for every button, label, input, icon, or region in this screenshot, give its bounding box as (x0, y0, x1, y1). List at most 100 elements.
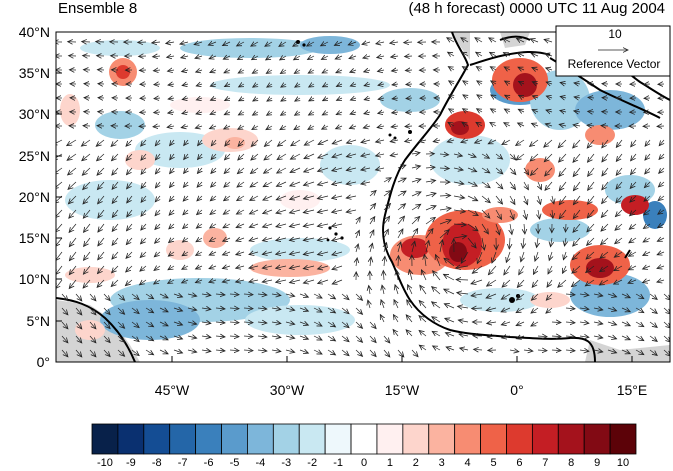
wind-vector (558, 139, 567, 148)
wind-vector (98, 265, 105, 274)
wind-vector (419, 140, 427, 142)
wind-vector (61, 349, 68, 357)
wind-vector (573, 153, 581, 162)
wind-vector (168, 84, 175, 85)
wind-vector (332, 238, 343, 241)
wind-vector (131, 307, 139, 314)
wind-vector (369, 349, 376, 357)
wind-vector (112, 153, 119, 161)
wind-vector (56, 167, 63, 174)
wind-vector (444, 289, 455, 295)
wind-vector (364, 70, 371, 72)
wind-vector (155, 167, 160, 174)
colorbar-label: -3 (281, 457, 292, 469)
wind-vector (573, 195, 581, 205)
y-tick-label: 20°N (18, 189, 50, 205)
wind-vector (383, 229, 388, 239)
wind-vector (505, 81, 511, 84)
wind-vector (290, 280, 301, 283)
wind-vector (397, 349, 404, 357)
wind-vector (295, 112, 301, 115)
wind-vector (574, 111, 581, 112)
wind-vector (588, 83, 595, 84)
wind-vector (112, 237, 119, 245)
wind-vector (516, 153, 525, 160)
wind-vector (519, 265, 525, 275)
wind-vector (153, 126, 161, 127)
wind-vector (89, 335, 96, 343)
wind-vector (545, 181, 553, 190)
colorbar-swatch (480, 423, 507, 455)
wind-vector (356, 217, 360, 225)
wind-vector (495, 181, 503, 189)
wind-vector (238, 70, 245, 73)
wind-vector (276, 266, 287, 268)
wind-vector (548, 265, 552, 274)
colorbar (91, 423, 637, 455)
wind-vector (303, 266, 315, 269)
wind-vector (350, 112, 357, 114)
wind-vector (560, 97, 567, 99)
wind-vector (615, 237, 623, 244)
wind-vector (346, 182, 357, 184)
wind-vector (69, 265, 77, 275)
wind-vector (252, 56, 259, 60)
wind-vector (492, 251, 497, 263)
wind-vector (168, 266, 175, 270)
wind-vector (215, 308, 225, 309)
wind-vector (309, 84, 314, 87)
wind-vector (236, 210, 245, 214)
wind-vector (253, 98, 258, 101)
wind-vector (565, 322, 575, 323)
wind-vector (222, 266, 231, 269)
wind-vector (299, 322, 308, 325)
wind-vector (643, 252, 651, 256)
wind-vector (318, 266, 329, 269)
wind-vector (290, 196, 301, 199)
wind-vector (209, 280, 217, 282)
wind-vector (614, 280, 623, 284)
wind-vector (587, 209, 595, 218)
wind-vector (346, 168, 357, 170)
wind-vector (313, 322, 322, 326)
wind-vector (155, 195, 160, 202)
wind-vector (337, 98, 343, 100)
wind-vector (462, 122, 469, 126)
wind-vector (201, 322, 211, 323)
wind-vector (98, 251, 105, 260)
wind-vector (215, 350, 225, 351)
wind-vector (440, 240, 443, 253)
wind-vector (196, 238, 203, 242)
wind-vector (303, 224, 315, 226)
wind-vector (257, 322, 267, 323)
wind-vector (341, 335, 349, 342)
wind-vector (276, 252, 287, 254)
wind-vector (117, 293, 125, 300)
wind-vector (516, 336, 525, 339)
wind-vector (332, 210, 343, 212)
colorbar-swatch (169, 423, 197, 455)
wind-vector (318, 154, 329, 158)
wind-vector (559, 195, 567, 205)
wind-vector (376, 42, 385, 44)
wind-vector (277, 153, 287, 160)
wind-vector (229, 322, 239, 323)
wind-vector (607, 336, 617, 339)
wind-vector (112, 265, 119, 273)
wind-vector (559, 153, 567, 162)
wind-vector (510, 223, 512, 235)
wind-vector (397, 165, 406, 168)
wind-vector (593, 294, 603, 296)
wind-vector (195, 126, 203, 128)
wind-vector (294, 70, 301, 73)
wind-vector (225, 139, 231, 146)
wind-vector (61, 293, 68, 301)
wind-vector (159, 294, 168, 298)
wind-vector (658, 210, 665, 214)
wind-vector (628, 266, 637, 270)
wind-vector (182, 84, 189, 86)
wind-vector (496, 223, 500, 235)
wind-vector (643, 266, 651, 269)
wind-vector (444, 274, 455, 281)
wind-vector (408, 285, 413, 295)
